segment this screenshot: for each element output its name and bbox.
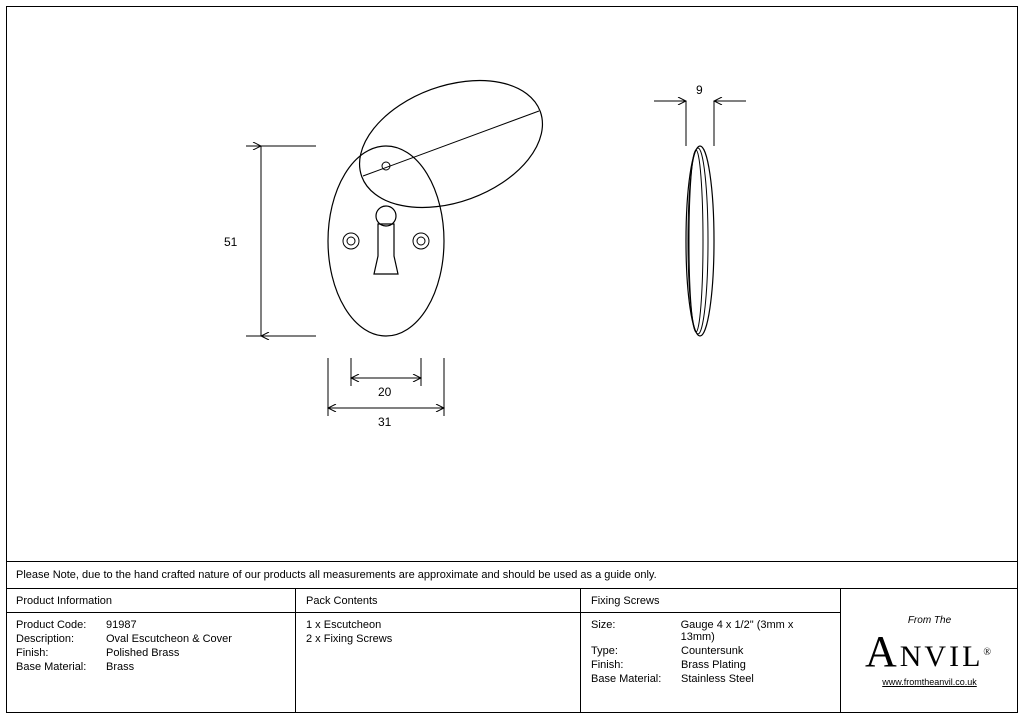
- keyhole-slot: [374, 224, 398, 274]
- table-row: Description: Oval Escutcheon & Cover: [16, 633, 285, 645]
- info-table: Product Information Product Code: 91987 …: [6, 589, 1018, 713]
- table-row: Type: Countersunk: [591, 645, 830, 657]
- table-row: Finish: Brass Plating: [591, 659, 830, 671]
- table-row: Size: Gauge 4 x 1/2" (3mm x 13mm): [591, 619, 830, 643]
- screw-material-key: Base Material:: [591, 673, 681, 685]
- pack-contents-header: Pack Contents: [296, 589, 580, 613]
- table-row: Base Material: Stainless Steel: [591, 673, 830, 685]
- cover-midline: [363, 111, 539, 176]
- list-item: 2 x Fixing Screws: [306, 633, 570, 645]
- screw-type-key: Type:: [591, 645, 681, 657]
- screw-material-val: Stainless Steel: [681, 673, 754, 685]
- table-row: Base Material: Brass: [16, 661, 285, 673]
- screw-hole-left-outer: [343, 233, 359, 249]
- technical-drawing: 51 20 31 9: [6, 6, 1018, 561]
- base-material-key: Base Material:: [16, 661, 106, 673]
- side-outer: [686, 146, 714, 336]
- base-material-val: Brass: [106, 661, 134, 673]
- finish-key: Finish:: [16, 647, 106, 659]
- screw-size-val: Gauge 4 x 1/2" (3mm x 13mm): [681, 619, 830, 643]
- description-key: Description:: [16, 633, 106, 645]
- note-row: Please Note, due to the hand crafted nat…: [6, 561, 1018, 589]
- fixing-screws-header: Fixing Screws: [581, 589, 840, 613]
- registered-icon: ®: [983, 647, 994, 658]
- product-info-column: Product Information Product Code: 91987 …: [6, 589, 296, 713]
- logo-cap: A: [865, 627, 900, 676]
- product-code-val: 91987: [106, 619, 137, 631]
- side-mid2: [689, 150, 703, 332]
- dim-9-label: 9: [696, 83, 703, 97]
- logo-column: From The ANVIL® www.fromtheanvil.co.uk: [841, 589, 1018, 713]
- screw-hole-right-inner: [417, 237, 425, 245]
- logo-main: ANVIL®: [865, 626, 994, 677]
- screw-finish-val: Brass Plating: [681, 659, 746, 671]
- finish-val: Polished Brass: [106, 647, 179, 659]
- table-row: Product Code: 91987: [16, 619, 285, 631]
- table-row: Finish: Polished Brass: [16, 647, 285, 659]
- dim-20-label: 20: [378, 385, 392, 399]
- screw-type-val: Countersunk: [681, 645, 743, 657]
- logo-rest: NVIL: [900, 640, 984, 673]
- screw-finish-key: Finish:: [591, 659, 681, 671]
- pack-contents-column: Pack Contents 1 x Escutcheon 2 x Fixing …: [296, 589, 581, 713]
- logo-url: www.fromtheanvil.co.uk: [865, 677, 994, 687]
- logo-pretext: From The: [865, 615, 994, 626]
- screw-hole-right-outer: [413, 233, 429, 249]
- fixing-screws-column: Fixing Screws Size: Gauge 4 x 1/2" (3mm …: [581, 589, 841, 713]
- description-val: Oval Escutcheon & Cover: [106, 633, 232, 645]
- brand-logo: From The ANVIL® www.fromtheanvil.co.uk: [865, 615, 994, 687]
- dim-51-label: 51: [224, 235, 238, 249]
- base-plate: [328, 146, 444, 336]
- product-info-header: Product Information: [6, 589, 295, 613]
- dim-31-label: 31: [378, 415, 392, 429]
- note-text: Please Note, due to the hand crafted nat…: [16, 569, 657, 581]
- product-code-key: Product Code:: [16, 619, 106, 631]
- screw-hole-left-inner: [347, 237, 355, 245]
- screw-size-key: Size:: [591, 619, 681, 643]
- list-item: 1 x Escutcheon: [306, 619, 570, 631]
- keyhole-circle: [376, 206, 396, 226]
- drawing-svg: 51 20 31 9: [6, 6, 1018, 561]
